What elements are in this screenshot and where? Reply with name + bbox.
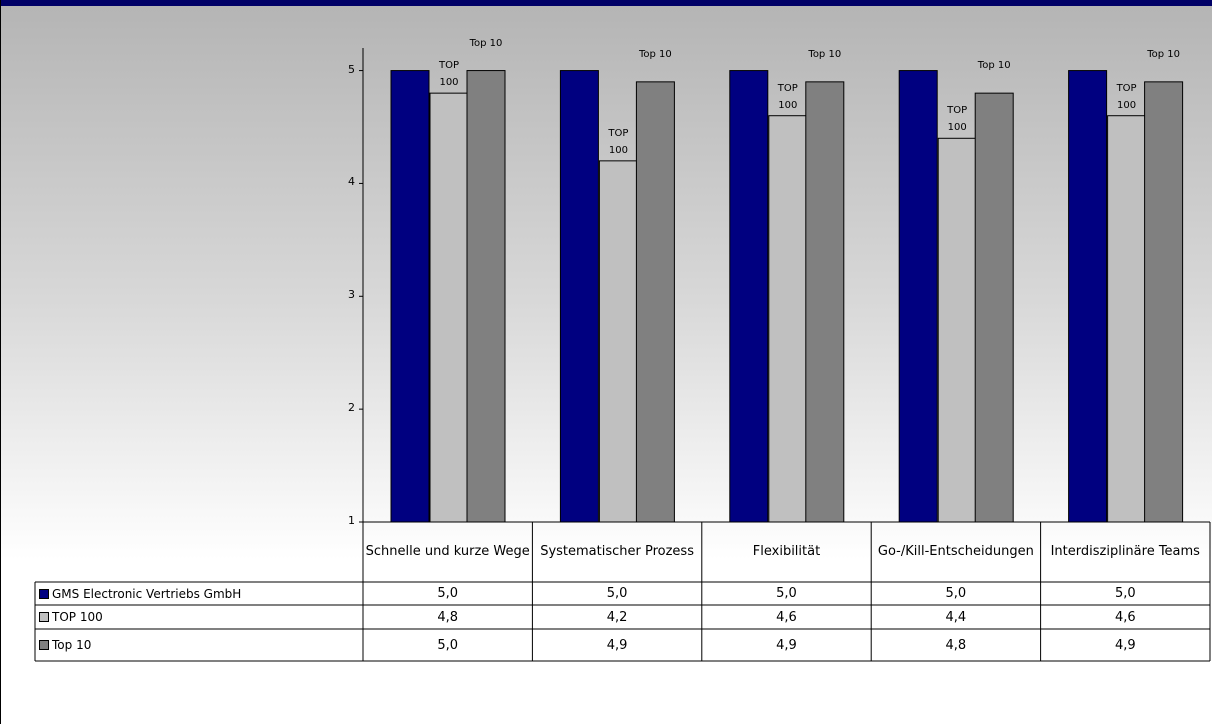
bar-label: TOP 100 <box>438 60 459 89</box>
table-value: 4,8 <box>437 609 459 625</box>
bar-label: Top 10 <box>469 37 503 49</box>
bar <box>1068 70 1108 523</box>
bar-label: Top 10 <box>639 48 672 60</box>
bar-label: TOP 100 <box>1116 82 1137 111</box>
y-tick-label: 2 <box>348 401 355 415</box>
category-label: Interdisziplinäre Teams <box>1050 544 1200 559</box>
table-value: 5,0 <box>945 586 967 601</box>
y-tick-label: 5 <box>348 62 355 76</box>
table-value: 4,6 <box>776 609 797 625</box>
table-value: 4,8 <box>945 637 967 653</box>
category-label: Go-/Kill-Entscheidungen <box>877 544 1034 559</box>
bar-label: TOP 100 <box>947 105 968 134</box>
bar <box>559 70 599 523</box>
table-value: 5,0 <box>1114 586 1136 601</box>
bar <box>390 70 430 523</box>
bar-label: Top 10 <box>977 60 1011 72</box>
bar <box>729 70 769 523</box>
y-tick-label: 4 <box>348 175 355 189</box>
category-label: Flexibilität <box>752 544 821 559</box>
y-tick-label: 1 <box>348 514 355 527</box>
bar-label: TOP 100 <box>608 127 629 156</box>
bar <box>898 70 938 523</box>
table-value: 5,0 <box>437 637 459 653</box>
table-value: 4,2 <box>606 609 628 625</box>
bar-label: Top 10 <box>808 48 842 60</box>
legend-label: TOP 100 <box>52 610 103 624</box>
legend-label: GMS Electronic Vertriebs GmbH <box>52 586 242 601</box>
top-bar <box>0 0 1212 6</box>
table-value: 4,9 <box>606 637 628 653</box>
category-label: Systematischer Prozess <box>540 544 694 559</box>
legend-marker <box>39 612 49 622</box>
bar <box>466 70 506 523</box>
legend-label: Top 10 <box>52 638 92 652</box>
table-value: 4,9 <box>776 637 797 653</box>
y-tick-label: 3 <box>348 288 355 302</box>
table-value: 5,0 <box>437 586 459 601</box>
table-value: 4,4 <box>945 609 967 625</box>
table-value: 4,6 <box>1114 609 1136 625</box>
bar <box>937 137 977 523</box>
bar-label: Top 10 <box>1147 48 1180 60</box>
bar-label: TOP 100 <box>777 82 798 111</box>
legend-marker <box>39 640 49 650</box>
legend-marker <box>39 588 49 599</box>
bar <box>635 81 675 523</box>
table-value: 4,9 <box>1114 637 1136 653</box>
table-value: 5,0 <box>606 586 628 601</box>
bar <box>429 92 469 523</box>
bar <box>1144 81 1184 523</box>
table-value: 5,0 <box>776 586 797 601</box>
bar <box>805 81 845 523</box>
bar <box>974 92 1014 523</box>
bar <box>598 160 638 523</box>
legend-entry: Top 10 <box>35 629 363 661</box>
bar <box>768 115 808 523</box>
legend-entry: GMS Electronic Vertriebs GmbH <box>35 582 363 605</box>
category-label: Schnelle und kurze Wege <box>365 544 530 559</box>
bar <box>1107 115 1147 523</box>
legend-entry: TOP 100 <box>35 605 363 629</box>
